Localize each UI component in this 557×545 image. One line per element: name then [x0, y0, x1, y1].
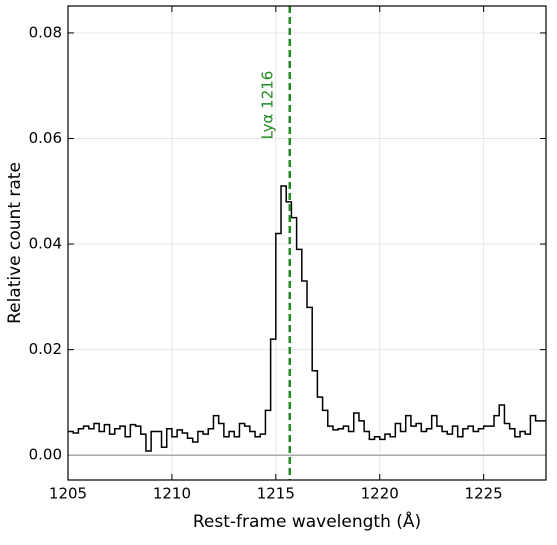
- y-tick-label: 0.06: [29, 129, 62, 147]
- plot-frame: [67, 5, 547, 481]
- x-tick-label: 1220: [361, 485, 399, 503]
- y-tick-label: 0.02: [29, 340, 62, 358]
- lya-label: Lyα 1216: [258, 71, 276, 140]
- x-tick-label: 1215: [257, 485, 295, 503]
- x-tick-label: 1225: [465, 485, 503, 503]
- y-tick-label: 0.00: [29, 446, 62, 464]
- x-tick-label: 1210: [153, 485, 191, 503]
- x-tick-label: 1205: [49, 485, 87, 503]
- y-axis-label: Relative count rate: [5, 162, 25, 324]
- x-axis-label: Rest-frame wavelength (Å): [193, 510, 421, 532]
- y-tick-label: 0.04: [29, 235, 62, 253]
- spectrum-line: [68, 185, 546, 452]
- y-tick-label: 0.08: [29, 23, 62, 41]
